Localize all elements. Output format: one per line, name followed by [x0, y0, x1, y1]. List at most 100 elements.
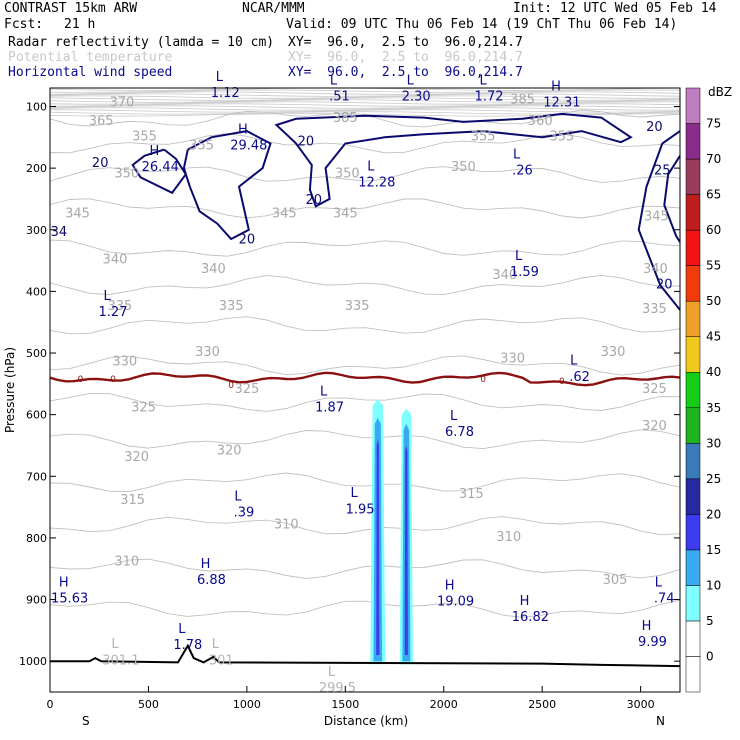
theta-label: 330: [601, 345, 626, 360]
colorbar-unit: dBZ: [708, 85, 732, 99]
extremum-value: 6.78: [445, 425, 474, 440]
theta-label: 355: [549, 129, 574, 144]
theta-label: 350: [114, 166, 139, 181]
x-tick-label: 2500: [528, 698, 556, 711]
theta-label: 330: [500, 351, 525, 366]
theta-contour: [49, 91, 681, 95]
wind-contour-label: 20: [656, 277, 673, 292]
theta-contour: [49, 95, 681, 99]
theta-contour: [49, 103, 681, 107]
init-time: Init: 12 UTC Wed 05 Feb 14: [513, 1, 717, 16]
colorbar-label: 65: [706, 188, 721, 202]
theta-contour: [49, 133, 681, 154]
theta-label: 320: [217, 444, 242, 459]
extremum-marker: L: [103, 289, 111, 304]
theta-label: 310: [274, 518, 299, 533]
colorbar-swatch: [685, 407, 701, 444]
colorbar-swatch: [685, 371, 701, 409]
theta-label: 335: [345, 299, 370, 314]
theta-contour: [49, 97, 681, 101]
extremum-value: 26.44: [142, 160, 179, 175]
extremum-value: 1.95: [346, 502, 375, 517]
freezing-level: [49, 371, 681, 387]
theta-label: 340: [201, 262, 226, 277]
colorbar-swatch: [685, 585, 701, 622]
extremum-value: 1.78: [173, 638, 202, 653]
wind-contour: [182, 130, 272, 241]
y-tick-label: 200: [26, 162, 47, 175]
theta-label: 320: [124, 450, 149, 465]
colorbar-label: 5: [706, 614, 714, 628]
theta-label: 355: [471, 129, 496, 144]
extremum-value: .62: [569, 370, 590, 385]
y-tick-label: 100: [26, 100, 47, 113]
colorbar-label: 20: [706, 507, 721, 521]
theta-label: 385: [333, 111, 358, 126]
colorbar-swatch: [685, 87, 701, 124]
extremum-value: 301.1: [102, 653, 139, 668]
wind-contour: [131, 148, 188, 195]
theta-contour: [49, 393, 681, 412]
theta-contour: [49, 516, 681, 536]
field-reflectivity-name: Radar reflectivity (lamda = 10 cm): [8, 35, 275, 50]
colorbar-swatch: [685, 443, 701, 480]
extremum-marker: L: [513, 147, 521, 162]
y-tick-label: 400: [26, 285, 47, 298]
colorbar-label: 40: [706, 365, 721, 379]
theta-label: 355: [132, 129, 157, 144]
theta-label: 365: [89, 114, 114, 129]
colorbar-label: 60: [706, 223, 721, 237]
colorbar-swatch: [685, 265, 701, 302]
colorbar-swatch: [685, 158, 701, 195]
fcst-value: 21 h: [64, 17, 96, 32]
colorbar-label: 30: [706, 436, 721, 450]
colorbar-swatch: [685, 514, 701, 551]
colorbar-label: 15: [706, 543, 721, 557]
x-axis: 0 500 1000 1500 2000 2500 3000: [47, 686, 655, 711]
colorbar-swatch: [685, 336, 701, 373]
model-title: CONTRAST 15km ARW: [4, 1, 138, 16]
theta-label: 340: [643, 262, 668, 277]
extremum-value: 12.28: [358, 176, 395, 191]
y-tick-label: 1000: [19, 655, 47, 668]
theta-label: 315: [120, 493, 145, 508]
theta-label: 305: [603, 573, 628, 588]
extremum-value: 1.59: [510, 265, 539, 280]
theta-contour: [49, 99, 681, 103]
x-tick-label: 3000: [627, 698, 655, 711]
colorbar-label: 0: [706, 649, 714, 663]
wind-contour: [274, 112, 633, 208]
extremum-value: 9.99: [638, 635, 667, 650]
theta-contour: [49, 89, 681, 93]
extremum-marker: L: [111, 637, 119, 652]
colorbar-swatch: [685, 478, 701, 515]
field-wind-xy: XY= 96.0, 2.5 to 96.0,214.7: [288, 65, 523, 80]
y-tick-label: 900: [26, 594, 47, 607]
theta-label: 345: [333, 206, 358, 221]
theta-contour: [49, 111, 681, 115]
plot-frame: [49, 87, 681, 693]
wind-contour-label: 20: [298, 134, 315, 149]
wind-contour-label: 20: [646, 120, 663, 135]
theta-contour: [49, 109, 681, 113]
extremum-marker: H: [520, 594, 530, 609]
theta-label: 335: [219, 299, 244, 314]
extremum-marker: L: [328, 665, 336, 680]
freezing-label: 0: [559, 377, 565, 387]
extremum-marker: L: [570, 354, 578, 369]
theta-label: 325: [234, 382, 259, 397]
extremum-marker: L: [450, 409, 458, 424]
extremum-value: 1.72: [475, 89, 504, 104]
freezing-label: 0: [78, 375, 84, 385]
theta-contour: [49, 429, 681, 450]
extremum-value: 12.31: [543, 95, 580, 110]
colorbar-label: 55: [706, 259, 721, 273]
theta-contour: [49, 198, 681, 219]
field-theta-name: Potential temperature: [8, 50, 173, 65]
x-axis-left-end-label: S: [82, 714, 90, 728]
theta-contour: [49, 472, 681, 493]
extremum-value: .39: [234, 505, 255, 520]
y-axis-label: Pressure (hPa): [3, 347, 17, 433]
extremum-value: 2.30: [402, 89, 431, 104]
